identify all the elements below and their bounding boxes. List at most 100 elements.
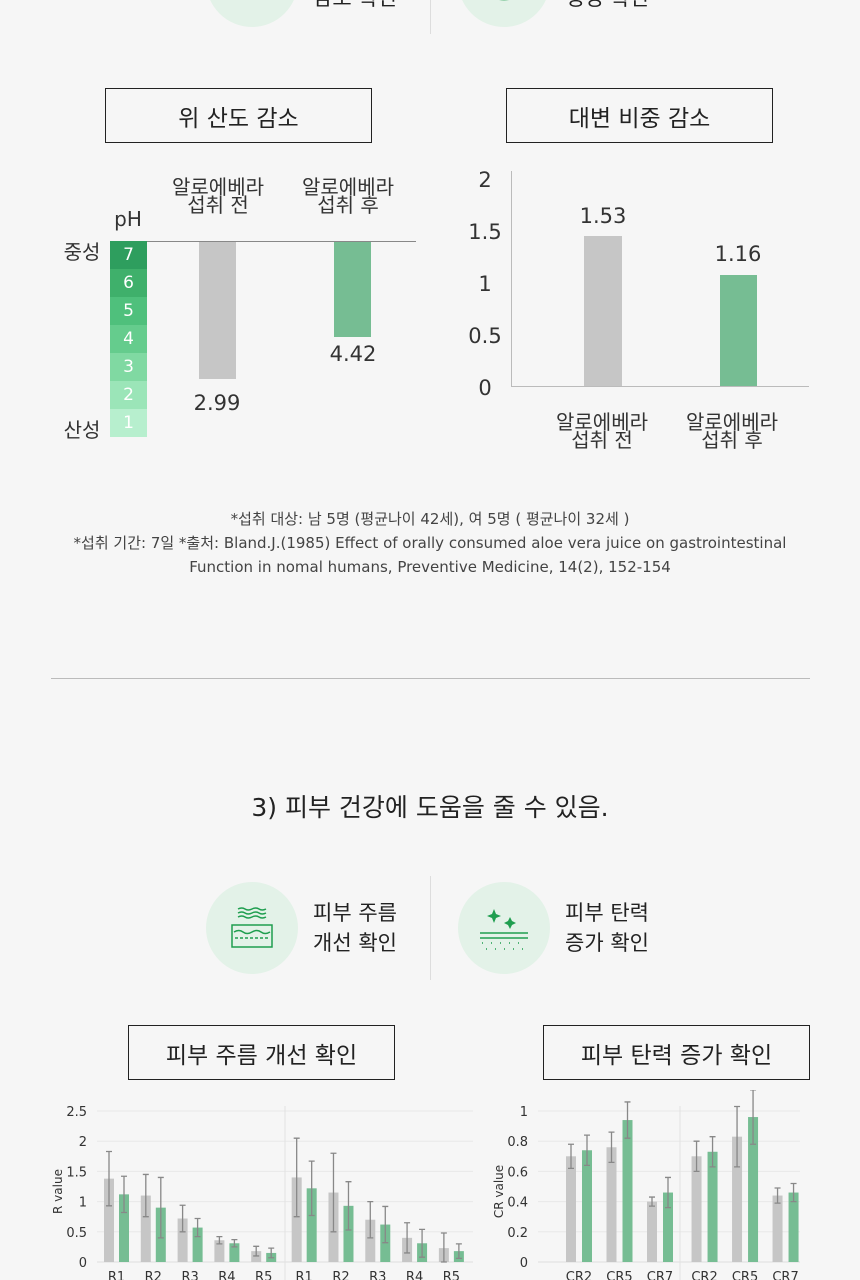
cycle-icon [458,0,550,27]
bar-before [691,1156,702,1262]
stool-chart-title: 대변 비중 감소 [506,88,773,143]
before-label: 알로에베라 섭취 전 [172,175,264,217]
ph-level-3: 3 [110,353,147,381]
error-bar [584,1134,590,1167]
bar-before [365,1219,376,1262]
y-tick-label: 0.6 [507,1165,528,1180]
ph-level-4: 4 [110,325,147,353]
bar-after [720,275,757,386]
value-before: 2.99 [193,391,241,415]
bar-before [566,1156,576,1262]
bar-before [214,1240,225,1262]
value-after: 1.16 [714,242,762,266]
error-bar [709,1136,716,1168]
after-label: 알로에베라 섭취 후 [302,175,394,217]
bar-after [192,1227,203,1262]
x-tick-label: CR2 [566,1270,592,1280]
y-axis-label: R value [51,1169,65,1214]
feature-wrinkle: 피부 주름 개선 확인 [313,901,397,955]
tick: 1 [478,272,492,296]
x-tick-label: R1 [296,1270,313,1280]
x-tick-label: R4 [218,1270,235,1280]
tick: 2 [478,168,492,192]
value-before: 1.53 [579,204,627,228]
error-bar [419,1228,426,1258]
stomach-chart-title: 위 산도 감소 [105,88,372,143]
x-tick-label: R1 [108,1270,125,1280]
y-tick-label: 0.4 [507,1196,528,1211]
ph-level-5: 5 [110,297,147,325]
section-heading: 3) 피부 건강에 도움을 줄 수 있음. [251,793,609,822]
feature-elasticity: 피부 탄력 증가 확인 [565,901,649,955]
y-tick-label: 0 [520,1256,528,1271]
x-tick-label: R5 [255,1270,272,1280]
error-bar [367,1200,374,1239]
y-axis-label: CR value [492,1165,506,1218]
bar-after [663,1192,673,1262]
error-bar [608,1131,615,1163]
error-bar [106,1150,112,1207]
error-bar [194,1217,201,1238]
bar-before [291,1177,302,1262]
section-divider [51,678,810,679]
bar-before [584,236,622,386]
divider [430,0,431,34]
ph-level-2: 2 [110,381,147,409]
elasticity-chart-title: 피부 탄력 증가 확인 [543,1025,810,1080]
error-bar [121,1175,127,1214]
y-tick-label: 0.5 [66,1226,87,1241]
value-after: 4.42 [329,342,377,366]
bar-before [140,1195,151,1262]
error-bar [440,1232,447,1263]
bar-after [707,1151,718,1262]
y-tick-label: 2.5 [66,1105,87,1120]
ph-unit: pH [114,207,142,231]
wrinkle-chart: 2.5 2 1.5 1 0.5 0 R value R1 R2 R3 R4 R5 R1 R2 R3 R4 R5 [51,1105,473,1280]
bar-after [582,1150,592,1262]
error-bar [142,1173,149,1218]
bar-after [788,1192,799,1262]
tick: 1.5 [468,220,502,244]
x-tick-label: R3 [181,1270,198,1280]
y-axis [511,171,512,387]
x-tick-label: R5 [443,1270,460,1280]
x-tick-label: CR7 [647,1270,673,1280]
bar-after [119,1194,129,1262]
error-bar [382,1205,389,1244]
error-bar [693,1140,700,1173]
error-bar [568,1143,574,1170]
acidic-label: 산성 [63,418,101,442]
bar-before [104,1178,114,1262]
y-tick-label: 0 [79,1256,87,1271]
error-bar [179,1204,186,1233]
y-tick-label: 1.5 [66,1165,87,1180]
ph-level-7: 7 [110,241,147,269]
error-bar [774,1187,781,1204]
error-bar [293,1137,300,1218]
y-tick-label: 0.2 [507,1226,528,1241]
note-3: Function in nomal humans, Preventive Med… [189,558,671,576]
y-tick-label: 0.8 [507,1135,528,1150]
bar-after [748,1117,759,1262]
error-bar [216,1235,223,1245]
bar-before [177,1218,188,1262]
bar-after [229,1243,240,1262]
error-bar [345,1181,352,1231]
y-tick-label: 2 [79,1135,87,1150]
elasticity-chart: 1 0.8 0.6 0.4 0.2 0 CR value CR2 CR5 CR7 CR2 CR5 CR7 [492,1090,800,1280]
ph-level-6: 6 [110,269,147,297]
top-feature-1: 감소 확인 [313,0,397,13]
y-tick-label: 1 [79,1196,87,1211]
tick: 0.5 [468,324,502,348]
bar-after [622,1120,633,1262]
error-bar [649,1196,655,1207]
x-tick-label: CR5 [606,1270,632,1280]
ph-level-1: 1 [110,409,147,437]
note-2: *섭취 기간: 7일 *출처: Bland.J.(1985) Effect of… [73,534,787,552]
error-bar [253,1245,260,1257]
note-1: *섭취 대상: 남 5명 (평균나이 42세), 여 5명 ( 평균나이 32세… [230,510,630,528]
stomach-icon [206,0,298,27]
error-bar [330,1152,337,1233]
y-tick-label: 1 [520,1105,528,1120]
